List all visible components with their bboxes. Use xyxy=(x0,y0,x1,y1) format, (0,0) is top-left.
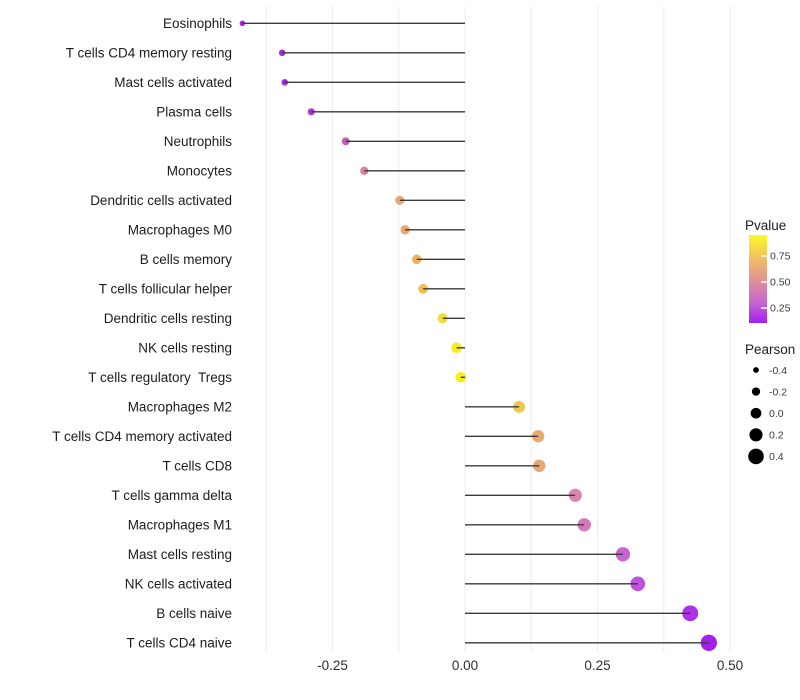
size-legend-label: 0.0 xyxy=(769,408,784,420)
size-legend-label: -0.4 xyxy=(769,365,787,377)
x-axis-tick-label: 0.50 xyxy=(717,658,743,673)
lollipop-dot xyxy=(451,342,462,354)
lollipops xyxy=(239,20,717,651)
size-legend-dot xyxy=(753,367,759,373)
x-axis-labels: -0.25 0.00 0.25 0.50 xyxy=(317,658,743,673)
size-legend-label: -0.2 xyxy=(769,386,787,398)
y-axis-label: T cells CD4 naive xyxy=(126,636,232,651)
y-axis-label: Macrophages M2 xyxy=(128,400,232,415)
pvalue-legend-ticks: 0.75 0.50 0.25 xyxy=(761,251,791,315)
pearson-legend-title: Pearson xyxy=(745,342,795,357)
lollipop-dot xyxy=(278,49,286,57)
size-legend-dot xyxy=(751,387,761,396)
y-axis-label: T cells follicular helper xyxy=(99,282,233,297)
y-axis-label: B cells naive xyxy=(156,606,232,621)
x-axis-tick-label: 0.00 xyxy=(452,658,478,673)
colorbar-tick-label: 0.75 xyxy=(770,251,791,263)
colorbar-tick xyxy=(761,255,767,257)
y-axis-label: Monocytes xyxy=(167,164,233,179)
y-axis-label: Neutrophils xyxy=(164,134,233,149)
size-legend-label: 0.2 xyxy=(769,430,784,442)
y-axis-labels: Eosinophils T cells CD4 memory resting Mas… xyxy=(52,16,232,651)
y-axis-label: T cells CD4 memory resting xyxy=(66,46,232,61)
pvalue-legend-title: Pvalue xyxy=(745,218,786,233)
y-axis-label: Mast cells activated xyxy=(114,75,232,90)
y-axis-label: NK cells resting xyxy=(138,341,232,356)
colorbar-tick-label: 0.50 xyxy=(770,277,791,289)
y-axis-label: Macrophages M0 xyxy=(128,223,232,238)
y-axis-label: T cells CD4 memory activated xyxy=(52,429,232,444)
y-axis-label: Dendritic cells resting xyxy=(104,311,232,326)
lollipop-dot xyxy=(532,459,546,473)
x-axis-tick-label: -0.25 xyxy=(317,658,348,673)
y-axis-label: Plasma cells xyxy=(156,105,232,120)
legend: Pvalue 0.75 0.50 0.25 Pearson -0.4 -0.2 0.0 0… xyxy=(745,218,795,465)
colorbar-tick-label: 0.25 xyxy=(770,303,791,315)
colorbar-tick xyxy=(761,307,767,309)
gridlines xyxy=(265,6,731,652)
y-axis-label: NK cells activated xyxy=(125,577,232,592)
x-axis-tick-label: 0.25 xyxy=(584,658,610,673)
size-legend-dot xyxy=(748,448,764,465)
y-axis-label: Eosinophils xyxy=(163,16,232,31)
pearson-size-legend: -0.4 -0.2 0.0 0.2 0.4 xyxy=(748,365,787,465)
y-axis-label: T cells regulatory Tregs xyxy=(88,370,232,385)
y-axis-label: Dendritic cells activated xyxy=(90,193,232,208)
pvalue-gradient-bar xyxy=(749,235,767,323)
y-axis-label: T cells CD8 xyxy=(162,459,232,474)
size-legend-dot xyxy=(750,407,762,419)
y-axis-label: T cells gamma delta xyxy=(111,488,232,503)
size-legend-label: 0.4 xyxy=(769,451,784,463)
y-axis-label: Macrophages M1 xyxy=(128,518,232,533)
colorbar-tick xyxy=(761,281,767,283)
y-axis-label: Mast cells resting xyxy=(128,547,232,562)
y-axis-label: B cells memory xyxy=(140,252,233,267)
size-legend-dot xyxy=(749,428,763,442)
